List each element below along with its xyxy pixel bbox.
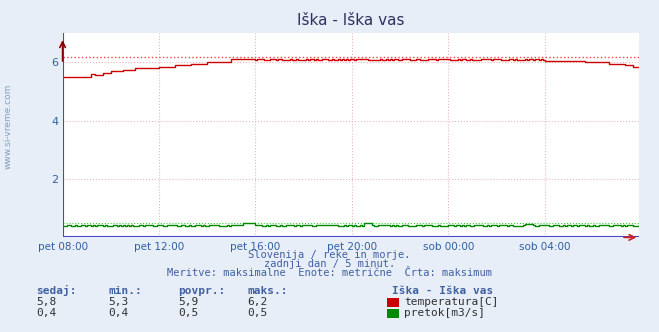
Text: 5,9: 5,9 <box>178 297 198 307</box>
Text: 6,2: 6,2 <box>247 297 268 307</box>
Text: 0,5: 0,5 <box>247 308 268 318</box>
Text: 0,4: 0,4 <box>36 308 57 318</box>
Text: maks.:: maks.: <box>247 286 287 296</box>
Text: zadnji dan / 5 minut.: zadnji dan / 5 minut. <box>264 259 395 269</box>
Text: 5,8: 5,8 <box>36 297 57 307</box>
Text: temperatura[C]: temperatura[C] <box>404 297 498 307</box>
Text: min.:: min.: <box>109 286 142 296</box>
Text: www.si-vreme.com: www.si-vreme.com <box>4 83 13 169</box>
Text: Iška - Iška vas: Iška - Iška vas <box>392 286 494 296</box>
Text: 0,4: 0,4 <box>109 308 129 318</box>
Text: sedaj:: sedaj: <box>36 285 76 296</box>
Text: 0,5: 0,5 <box>178 308 198 318</box>
Text: povpr.:: povpr.: <box>178 286 225 296</box>
Text: pretok[m3/s]: pretok[m3/s] <box>404 308 485 318</box>
Text: 5,3: 5,3 <box>109 297 129 307</box>
Text: Slovenija / reke in morje.: Slovenija / reke in morje. <box>248 250 411 260</box>
Text: Meritve: maksimalne  Enote: metrične  Črta: maksimum: Meritve: maksimalne Enote: metrične Črta… <box>167 268 492 278</box>
Title: Iška - Iška vas: Iška - Iška vas <box>297 13 405 28</box>
